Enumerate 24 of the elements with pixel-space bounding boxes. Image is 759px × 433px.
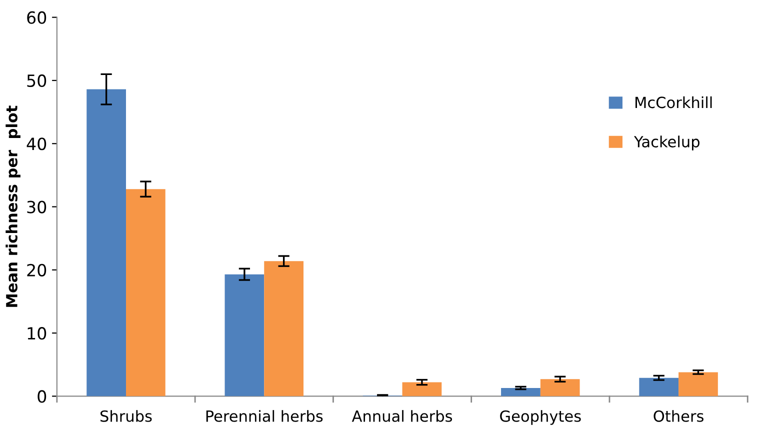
bar: [639, 378, 679, 396]
x-tick-label: Annual herbs: [352, 410, 452, 422]
bar: [224, 274, 264, 396]
x-tick-label: Perennial herbs: [206, 410, 323, 422]
x-tick-label: Others: [654, 410, 704, 422]
legend-label: Yackelup: [634, 136, 700, 150]
x-tick-label: Shrubs: [100, 410, 152, 422]
y-tick-label: 60: [27, 11, 46, 24]
y-tick-label: 0: [38, 390, 46, 403]
bar: [126, 189, 166, 396]
bar: [540, 379, 580, 396]
y-tick-label: 40: [26, 138, 46, 150]
bar: [501, 388, 540, 396]
y-tick-label: 30: [27, 200, 46, 214]
y-tick-label: 10: [28, 327, 46, 340]
legend-label: McCorkhill: [636, 96, 712, 108]
y-axis-title: Mean richness per plot: [6, 106, 20, 307]
bar: [402, 382, 442, 396]
x-tick-label: Geophytes: [500, 410, 581, 425]
y-tick-label: 20: [27, 264, 46, 276]
bar: [678, 372, 718, 396]
bar: [264, 261, 304, 396]
bar: [86, 89, 126, 396]
y-tick-label: 50: [27, 74, 46, 88]
